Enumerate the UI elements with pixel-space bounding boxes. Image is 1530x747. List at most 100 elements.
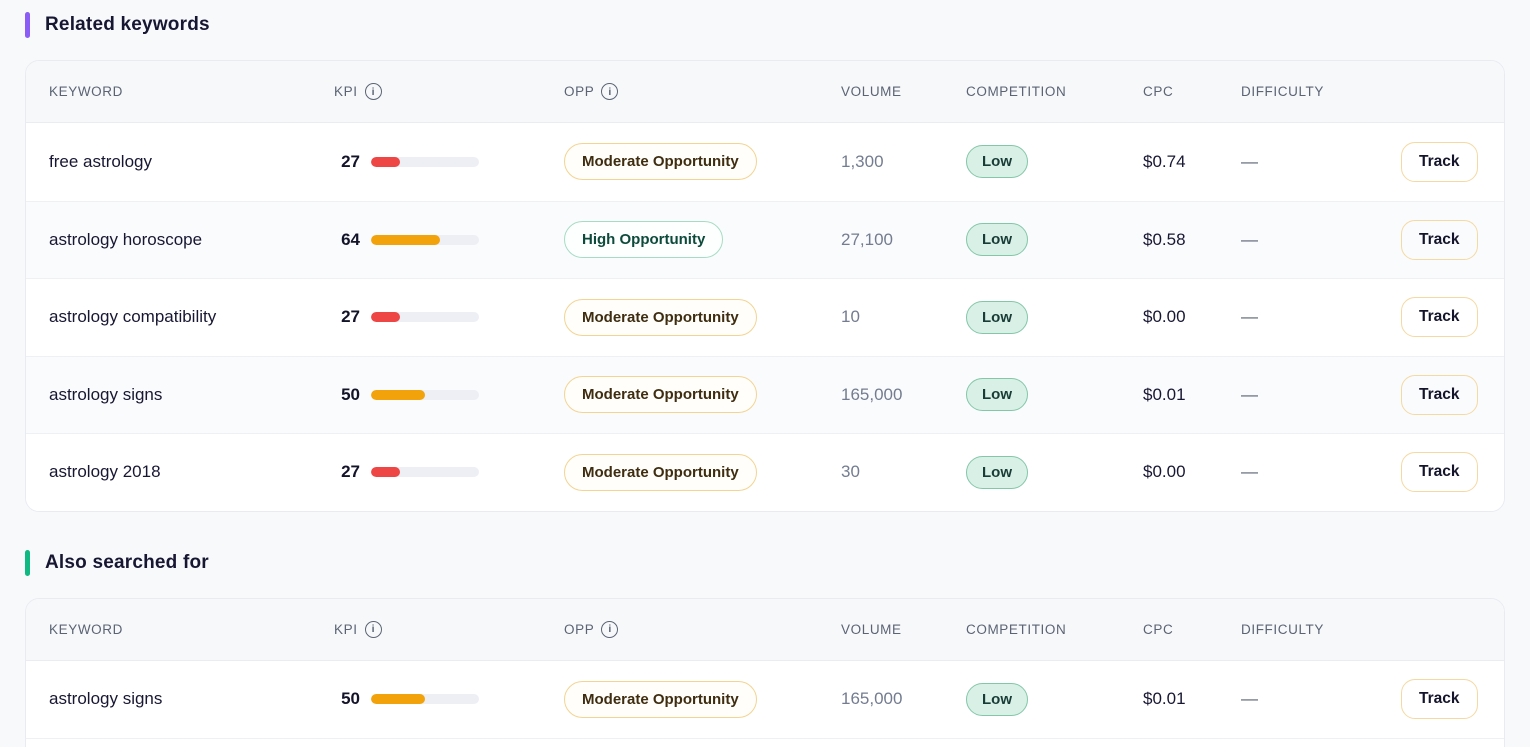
difficulty-cell: — <box>1241 462 1258 482</box>
cpc-cell: $0.01 <box>1143 689 1186 709</box>
keyword-cell: astrology 2018 <box>49 462 161 482</box>
kpi-cell: 27 <box>334 307 564 327</box>
info-icon[interactable]: i <box>364 83 382 100</box>
volume-cell: 27,100 <box>841 229 893 249</box>
related-keywords-table: KEYWORD KPI i OPP i VOLUME COMPETITION CPC… <box>25 60 1505 512</box>
kpi-value: 27 <box>341 307 360 327</box>
kpi-value: 27 <box>341 151 360 171</box>
kpi-bar-fill <box>371 694 425 705</box>
keyword-cell: astrology horoscope <box>49 229 203 249</box>
kpi-bar <box>371 389 479 400</box>
difficulty-cell: — <box>1241 689 1258 709</box>
kpi-cell: 64 <box>334 230 564 250</box>
kpi-bar-fill <box>371 389 425 400</box>
column-competition: COMPETITION <box>966 621 1067 637</box>
opportunity-badge: Moderate Opportunity <box>564 298 757 336</box>
competition-badge: Low <box>966 223 1028 257</box>
column-opp: OPP i <box>564 620 841 638</box>
column-kpi: KPI i <box>334 83 564 100</box>
table-row-partial <box>26 738 1504 747</box>
section-also-searched-for: Also searched for KEYWORD KPI i OPP i VOLU… <box>25 549 1505 747</box>
section-header: Also searched for <box>25 549 1505 576</box>
kpi-bar-fill <box>371 234 441 245</box>
kpi-bar <box>371 234 479 245</box>
table-row: astrology signs 50 Moderate Opportunity … <box>26 660 1504 738</box>
kpi-bar <box>371 156 479 167</box>
difficulty-cell: — <box>1241 151 1258 171</box>
track-button[interactable]: Track <box>1401 297 1478 338</box>
keyword-cell: astrology signs <box>49 384 163 404</box>
column-opp: OPP i <box>564 83 841 100</box>
section-title: Related keywords <box>45 14 210 35</box>
competition-badge: Low <box>966 145 1028 179</box>
table-row: astrology signs 50 Moderate Opportunity … <box>26 355 1504 433</box>
volume-cell: 165,000 <box>841 384 903 404</box>
kpi-bar <box>371 694 479 705</box>
volume-cell: 1,300 <box>841 151 884 171</box>
column-volume: VOLUME <box>841 84 902 99</box>
kpi-value: 27 <box>341 462 360 482</box>
column-competition: COMPETITION <box>966 84 1067 99</box>
table-row: astrology compatibility 27 Moderate Oppo… <box>26 278 1504 356</box>
section-related-keywords: Related keywords KEYWORD KPI i OPP i VOLUM… <box>25 0 1505 512</box>
info-icon[interactable]: i <box>364 620 382 638</box>
opportunity-badge: Moderate Opportunity <box>564 680 757 718</box>
table-row: astrology 2018 27 Moderate Opportunity 3… <box>26 433 1504 511</box>
difficulty-cell: — <box>1241 307 1258 327</box>
accent-bar <box>25 12 30 38</box>
kpi-bar-fill <box>371 467 401 478</box>
keyword-cell: astrology compatibility <box>49 307 217 327</box>
kpi-cell: 50 <box>334 689 564 709</box>
section-header: Related keywords <box>25 12 1505 38</box>
section-title: Also searched for <box>45 551 209 573</box>
column-difficulty: DIFFICULTY <box>1241 84 1324 99</box>
competition-badge: Low <box>966 300 1028 334</box>
kpi-bar-fill <box>371 156 401 167</box>
opportunity-badge: High Opportunity <box>564 221 724 259</box>
volume-cell: 165,000 <box>841 689 903 709</box>
opportunity-badge: Moderate Opportunity <box>564 453 757 491</box>
competition-badge: Low <box>966 682 1028 716</box>
kpi-value: 64 <box>341 229 360 249</box>
keyword-cell: free astrology <box>49 151 152 171</box>
track-button[interactable]: Track <box>1401 374 1478 415</box>
keyword-cell: astrology signs <box>49 689 163 709</box>
info-icon[interactable]: i <box>601 620 619 638</box>
kpi-bar <box>371 312 479 323</box>
kpi-value: 50 <box>341 384 360 404</box>
opportunity-badge: Moderate Opportunity <box>564 376 757 414</box>
kpi-bar <box>371 467 479 478</box>
table-row: free astrology 27 Moderate Opportunity 1… <box>26 123 1504 201</box>
table-header: KEYWORD KPI i OPP i VOLUME COMPETITION CPC… <box>26 61 1504 123</box>
kpi-cell: 27 <box>334 152 564 172</box>
info-icon[interactable]: i <box>601 83 619 100</box>
kpi-bar-fill <box>371 312 401 323</box>
kpi-cell: 50 <box>334 385 564 405</box>
competition-badge: Low <box>966 378 1028 412</box>
cpc-cell: $0.74 <box>1143 151 1186 171</box>
track-button[interactable]: Track <box>1401 679 1478 720</box>
cpc-cell: $0.58 <box>1143 229 1186 249</box>
column-keyword: KEYWORD <box>49 621 123 637</box>
column-difficulty: DIFFICULTY <box>1241 621 1324 637</box>
kpi-value: 50 <box>341 689 360 709</box>
column-cpc: CPC <box>1143 621 1174 637</box>
kpi-cell: 27 <box>334 462 564 482</box>
difficulty-cell: — <box>1241 384 1258 404</box>
column-volume: VOLUME <box>841 621 902 637</box>
opportunity-badge: Moderate Opportunity <box>564 143 757 181</box>
volume-cell: 30 <box>841 462 860 482</box>
track-button[interactable]: Track <box>1401 452 1478 493</box>
track-button[interactable]: Track <box>1401 219 1478 260</box>
track-button[interactable]: Track <box>1401 141 1478 182</box>
volume-cell: 10 <box>841 307 860 327</box>
difficulty-cell: — <box>1241 229 1258 249</box>
cpc-cell: $0.00 <box>1143 307 1186 327</box>
column-cpc: CPC <box>1143 84 1174 99</box>
column-keyword: KEYWORD <box>49 84 123 99</box>
competition-badge: Low <box>966 455 1028 489</box>
table-header: KEYWORD KPI i OPP i VOLUME COMPETITION CPC… <box>26 598 1504 661</box>
table-row: astrology horoscope 64 High Opportunity … <box>26 200 1504 278</box>
cpc-cell: $0.00 <box>1143 462 1186 482</box>
